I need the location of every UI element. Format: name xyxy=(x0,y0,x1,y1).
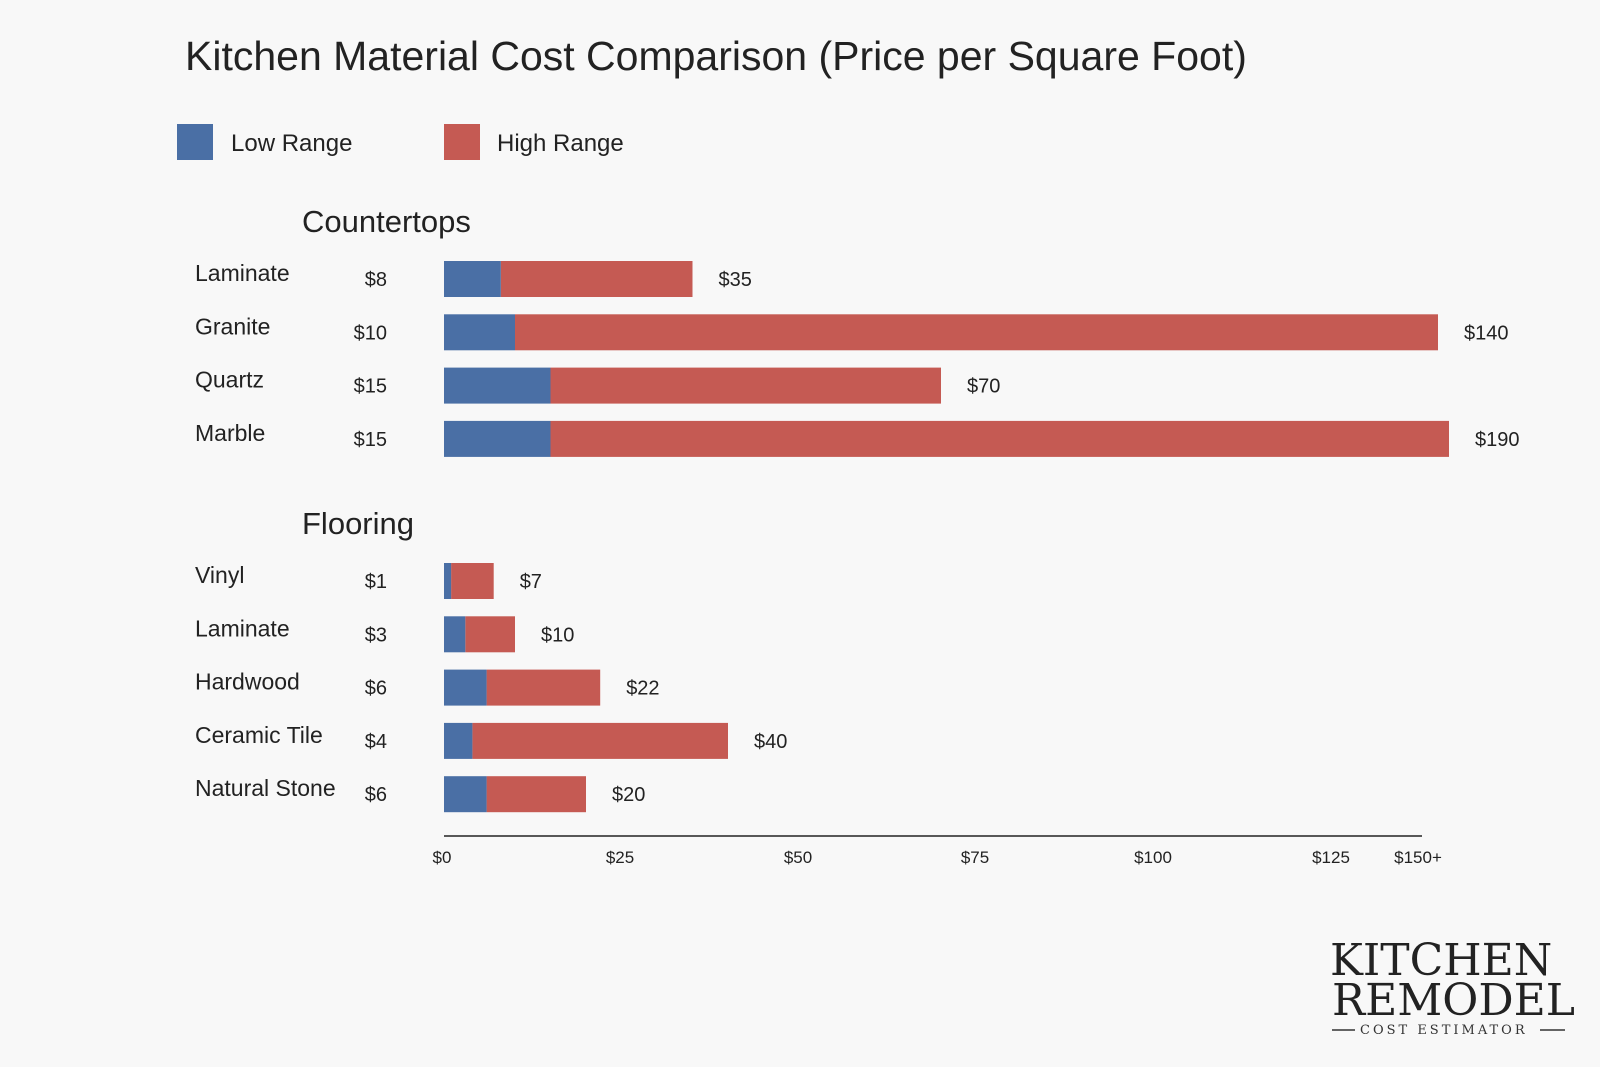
x-tick-label: $100 xyxy=(1134,848,1172,867)
category-label: Granite xyxy=(195,313,270,339)
legend-swatch-high xyxy=(444,124,480,160)
brand-line-remodel: REMODEL xyxy=(1332,975,1575,1026)
x-tick-label: $25 xyxy=(606,848,634,867)
category-label: Laminate xyxy=(195,260,290,286)
brand-line-estimator: COST ESTIMATOR xyxy=(1360,1023,1528,1038)
bar-high-range xyxy=(550,367,941,404)
low-value-label: $6 xyxy=(365,784,387,806)
high-value-label: $190 xyxy=(1475,429,1520,451)
chart-title: Kitchen Material Cost Comparison (Price … xyxy=(185,33,1247,79)
category-label: Natural Stone xyxy=(195,775,336,801)
bar-high-range xyxy=(486,776,586,813)
section-flooring: Flooring Vinyl $1 $7 Laminate $3 $10 Hardwood $6… xyxy=(195,506,787,813)
section-countertops: Countertops Laminate $8 $35 Granite $10 $140 Qu… xyxy=(195,204,1520,457)
high-value-label: $35 xyxy=(719,269,752,291)
x-tick-label: $75 xyxy=(961,848,989,867)
high-value-label: $140 xyxy=(1464,322,1509,344)
legend: Low Range High Range xyxy=(177,124,624,160)
x-tick-label: $125 xyxy=(1312,848,1350,867)
section-title: Countertops xyxy=(302,204,471,239)
high-value-label: $70 xyxy=(967,376,1000,398)
low-value-label: $4 xyxy=(365,731,387,753)
category-label: Ceramic Tile xyxy=(195,722,323,748)
high-value-label: $7 xyxy=(520,571,542,593)
low-value-label: $1 xyxy=(365,571,387,593)
category-label: Marble xyxy=(195,420,265,446)
bar-high-range xyxy=(515,314,1438,351)
x-tick-label: $150+ xyxy=(1394,848,1442,867)
bar-low-range xyxy=(444,367,551,404)
low-value-label: $3 xyxy=(365,624,387,646)
low-value-label: $15 xyxy=(354,376,387,398)
section-title: Flooring xyxy=(302,506,414,541)
bar-low-range xyxy=(444,314,515,351)
category-label: Vinyl xyxy=(195,562,244,588)
high-value-label: $10 xyxy=(541,624,574,646)
high-value-label: $40 xyxy=(754,731,787,753)
bar-low-range xyxy=(444,616,466,653)
bar-low-range xyxy=(444,776,487,813)
x-axis: $0 $25 $50 $75 $100 $125 $150+ xyxy=(433,835,1442,867)
x-tick-label: $50 xyxy=(784,848,812,867)
category-label: Hardwood xyxy=(195,669,300,695)
high-value-label: $20 xyxy=(612,784,645,806)
low-value-label: $6 xyxy=(365,678,387,700)
category-label: Laminate xyxy=(195,615,290,641)
bar-low-range xyxy=(444,563,452,599)
bar-low-range xyxy=(444,261,501,297)
high-value-label: $22 xyxy=(626,678,659,700)
bar-low-range xyxy=(444,420,551,457)
x-tick-label: $0 xyxy=(433,848,452,867)
legend-label-high: High Range xyxy=(497,130,624,157)
bar-high-range xyxy=(486,669,601,706)
chart-sections: Countertops Laminate $8 $35 Granite $10 $140 Qu… xyxy=(195,204,1520,813)
brand-logo: KITCHEN REMODEL COST ESTIMATOR xyxy=(1330,935,1575,1038)
bar-high-range xyxy=(465,616,515,653)
low-value-label: $15 xyxy=(354,429,387,451)
category-label: Quartz xyxy=(195,367,264,393)
bar-low-range xyxy=(444,669,487,706)
low-value-label: $10 xyxy=(354,322,387,344)
low-value-label: $8 xyxy=(365,269,387,291)
bar-low-range xyxy=(444,722,473,759)
bar-high-range xyxy=(472,722,728,759)
bar-high-range xyxy=(500,261,693,297)
brand-line-kitchen: KITCHEN xyxy=(1330,935,1552,986)
bar-high-range xyxy=(451,563,494,599)
legend-swatch-low xyxy=(177,124,213,160)
bar-high-range xyxy=(550,420,1449,457)
legend-label-low: Low Range xyxy=(231,130,352,157)
